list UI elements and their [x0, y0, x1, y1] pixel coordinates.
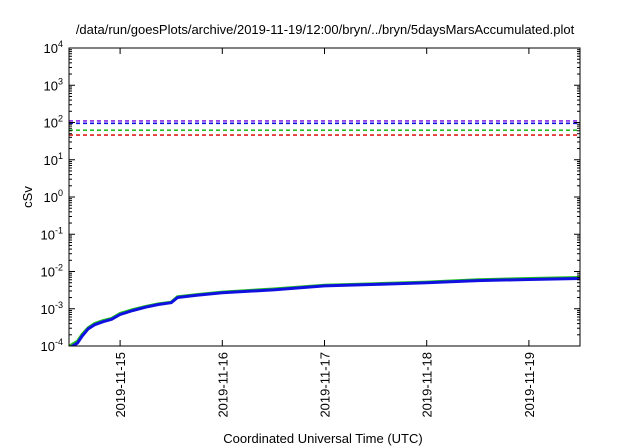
x-tick-label: 2019-11-15	[113, 352, 128, 418]
y-tick-label: 104	[44, 39, 63, 56]
y-axis-label: cSv	[20, 186, 35, 208]
x-tick-label: 2019-11-17	[318, 352, 333, 418]
series-line	[69, 276, 580, 346]
x-axis-label: Coordinated Universal Time (UTC)	[223, 431, 422, 446]
y-tick-label: 100	[44, 188, 63, 205]
x-tick-label: 2019-11-16	[215, 352, 230, 418]
y-tick-label: 10-3	[41, 300, 63, 317]
y-tick-label: 10-4	[41, 337, 63, 354]
y-tick-label: 101	[44, 151, 63, 168]
plot-area-border	[68, 47, 581, 347]
series-line	[69, 277, 580, 346]
threshold-lines	[69, 120, 580, 136]
chart-title: /data/run/goesPlots/archive/2019-11-19/1…	[76, 22, 575, 37]
x-tick-label: 2019-11-19	[522, 352, 537, 418]
y-tick-label: 10-2	[41, 263, 63, 280]
y-axis: 10-4 10-3 10-2 10-1 100 101 102 103 104	[41, 39, 580, 354]
y-tick-label: 10-1	[41, 225, 63, 242]
series-lines	[69, 276, 580, 346]
x-tick-label: 2019-11-18	[420, 352, 435, 418]
y-tick-label: 103	[44, 76, 63, 93]
y-tick-label: 102	[44, 114, 63, 131]
x-axis: 2019-11-15 2019-11-16 2019-11-17 2019-11-18…	[113, 48, 537, 418]
